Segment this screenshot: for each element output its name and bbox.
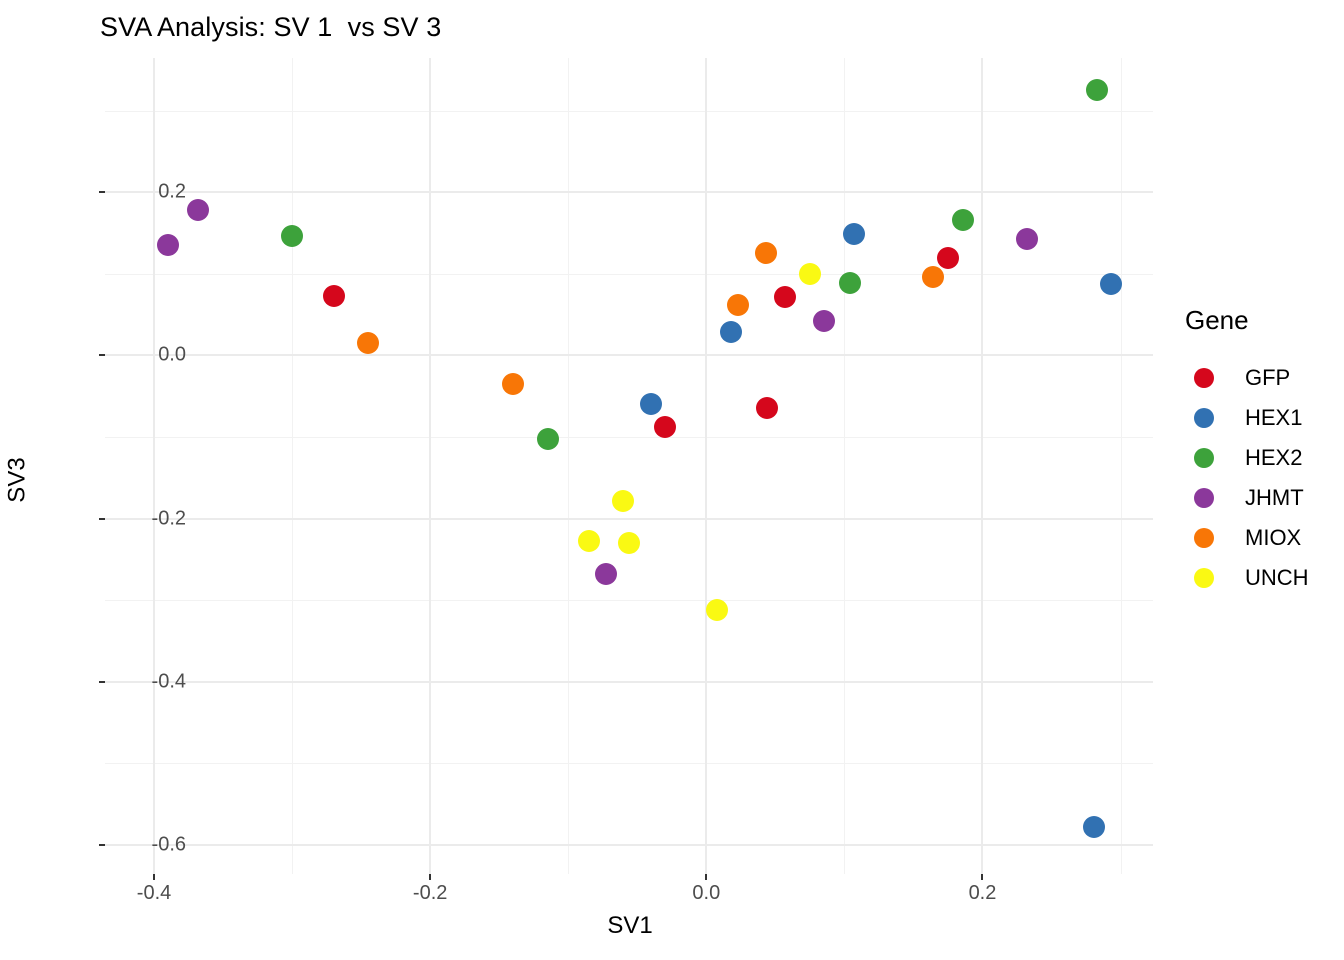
gridline-minor-horizontal: [105, 763, 1153, 765]
legend-dot-icon: [1194, 448, 1214, 468]
legend-key: [1185, 439, 1223, 477]
data-point-unch: [612, 489, 635, 512]
data-point-gfp: [774, 285, 797, 308]
y-axis-tick-label: -0.6: [151, 833, 186, 856]
x-axis-tick-mark: [429, 874, 432, 880]
gridline-minor-horizontal: [105, 600, 1153, 602]
x-axis-tick-label: 0.2: [968, 882, 997, 904]
data-point-hex1: [1083, 816, 1106, 839]
gridline-major-vertical: [429, 58, 432, 874]
data-point-hex1: [843, 222, 866, 245]
legend-item-label: HEX2: [1245, 445, 1303, 470]
legend-item-hex1[interactable]: HEX1: [1185, 398, 1340, 438]
legend-key: [1185, 519, 1223, 557]
data-point-hex2: [281, 225, 304, 248]
gridline-minor-horizontal: [105, 273, 1153, 275]
data-point-unch: [706, 599, 729, 622]
data-point-unch: [798, 262, 821, 285]
gridline-major-horizontal: [105, 844, 1153, 847]
data-point-gfp: [653, 416, 676, 439]
legend-dot-icon: [1194, 528, 1214, 548]
y-axis-tick-label: -0.4: [151, 670, 186, 693]
gridline-minor-vertical: [568, 58, 570, 874]
data-point-unch: [618, 532, 640, 555]
y-axis-tick-label: 0.0: [158, 343, 186, 366]
data-point-hex1: [1099, 272, 1122, 295]
legend-dot-icon: [1194, 488, 1214, 508]
data-point-gfp: [756, 396, 779, 419]
gridline-major-vertical: [981, 58, 984, 874]
plot-panel: [105, 58, 1153, 874]
data-point-hex1: [720, 320, 743, 343]
legend-key: [1185, 399, 1223, 437]
y-axis-tick-mark: [99, 680, 105, 683]
data-point-miox: [754, 242, 777, 265]
gridline-minor-horizontal: [105, 110, 1153, 112]
gridline-minor-vertical: [292, 58, 294, 874]
gridline-minor-horizontal: [105, 437, 1153, 439]
data-point-hex2: [838, 271, 861, 294]
data-point-hex2: [536, 427, 559, 450]
data-point-gfp: [322, 284, 345, 307]
data-point-miox: [502, 372, 525, 395]
data-point-miox: [727, 293, 750, 316]
data-point-gfp: [936, 246, 959, 269]
y-axis-tick-label: 0.2: [158, 180, 186, 203]
x-axis-tick-mark: [981, 874, 984, 880]
x-axis-tick-label: 0.0: [692, 882, 721, 904]
legend-item-label: GFP: [1245, 365, 1291, 390]
y-axis-title: SV3: [0, 0, 38, 960]
data-point-jhmt: [594, 563, 617, 586]
gridline-major-vertical: [705, 58, 708, 874]
legend-item-label: JHMT: [1245, 485, 1304, 510]
data-point-hex1: [640, 392, 663, 415]
data-point-jhmt: [812, 310, 835, 333]
gridline-minor-vertical: [1120, 58, 1122, 874]
data-point-jhmt: [156, 234, 179, 257]
legend-key: [1185, 479, 1223, 517]
gridline-major-horizontal: [105, 354, 1153, 357]
y-axis-tick-mark: [99, 191, 105, 194]
legend-item-jhmt[interactable]: JHMT: [1185, 478, 1340, 518]
legend-items: GFP HEX1 HEX2 JHMT MIOX UNCH: [1185, 358, 1340, 598]
gridline-minor-vertical: [844, 58, 846, 874]
x-axis-tick-label: -0.4: [136, 882, 172, 904]
legend-item-label: UNCH: [1245, 565, 1309, 590]
y-axis-tick-mark: [99, 354, 105, 357]
gridline-major-vertical: [153, 58, 156, 874]
data-point-jhmt: [187, 199, 210, 222]
legend-key: [1185, 359, 1223, 397]
x-axis-tick-label: -0.2: [412, 882, 448, 904]
data-point-hex2: [1086, 79, 1109, 102]
data-point-jhmt: [1015, 227, 1038, 250]
legend-item-miox[interactable]: MIOX: [1185, 518, 1340, 558]
x-axis-title: SV1: [607, 912, 653, 939]
legend-title: Gene: [1185, 305, 1249, 335]
y-axis-tick-label: -0.2: [151, 507, 186, 530]
gridline-major-horizontal: [105, 517, 1153, 520]
x-axis-tick-mark: [705, 874, 708, 880]
data-point-hex2: [952, 208, 975, 231]
data-point-miox: [921, 266, 944, 289]
legend: Gene GFP HEX1 HEX2 JHMT MIOX UNCH: [1185, 305, 1340, 598]
legend-item-unch[interactable]: UNCH: [1185, 558, 1340, 598]
page-title: SVA Analysis: SV 1 vs SV 3: [100, 12, 442, 42]
gridline-major-horizontal: [105, 191, 1153, 194]
data-point-miox: [357, 332, 380, 355]
legend-item-label: HEX1: [1245, 405, 1303, 430]
legend-item-gfp[interactable]: GFP: [1185, 358, 1340, 398]
legend-dot-icon: [1194, 368, 1214, 388]
x-axis-tick-mark: [153, 874, 156, 880]
legend-key: [1185, 559, 1223, 597]
gridline-major-horizontal: [105, 680, 1153, 683]
legend-dot-icon: [1194, 408, 1214, 428]
legend-item-label: MIOX: [1245, 525, 1302, 550]
data-point-unch: [577, 530, 600, 553]
legend-dot-icon: [1194, 568, 1214, 588]
y-axis-tick-mark: [99, 844, 105, 847]
legend-item-hex2[interactable]: HEX2: [1185, 438, 1340, 478]
y-axis-tick-mark: [99, 517, 105, 520]
y-axis-title-label: SV3: [4, 457, 31, 503]
